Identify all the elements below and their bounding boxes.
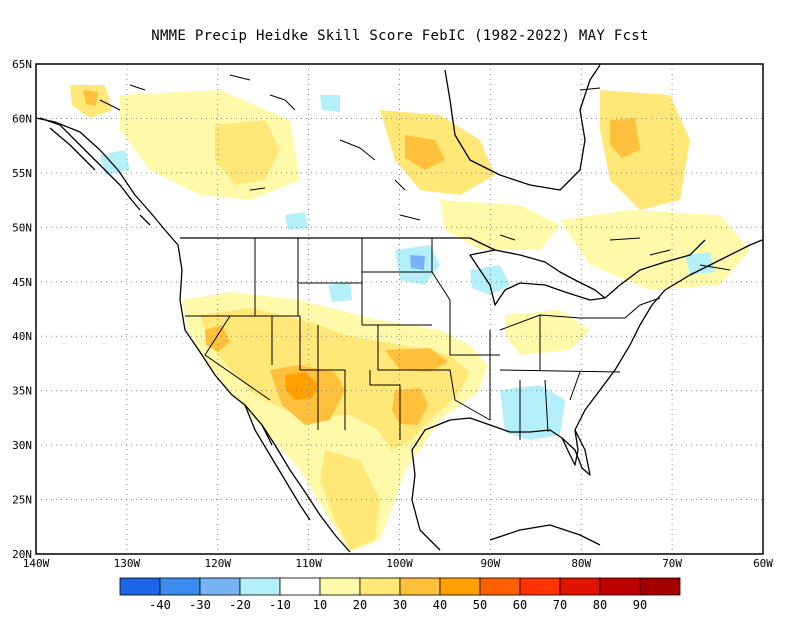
colorbar-label: 90 (633, 598, 647, 612)
colorbar-swatch (599, 577, 641, 596)
colorbar-swatch (239, 577, 281, 596)
colorbar-swatch (399, 577, 441, 596)
colorbar-swatch (279, 577, 321, 596)
colorbar: -40 -30 -20 -10 10 20 30 40 50 60 70 80 90 (119, 577, 681, 612)
shade-ohio (505, 310, 590, 355)
state-borders (185, 238, 661, 440)
shade-arizona-peak (285, 372, 318, 400)
gulf-coastline (411, 239, 763, 476)
lon-label: 100W (386, 557, 413, 570)
shade-alaska-peak (83, 90, 98, 106)
lon-label: 140W (23, 557, 50, 570)
colorbar-swatch (439, 577, 481, 596)
hudson-bay (444, 64, 601, 191)
shade-southeast-negative (500, 385, 565, 440)
alaska-panhandle (39, 117, 151, 226)
colorbar-swatch (359, 577, 401, 596)
lon-label: 80W (571, 557, 591, 570)
lon-label: 130W (114, 557, 141, 570)
canadian-lakes (99, 74, 731, 271)
lat-label: 20N (12, 548, 32, 561)
lon-label: 70W (662, 557, 682, 570)
shade-plains-mid (385, 348, 448, 372)
colorbar-swatch (519, 577, 561, 596)
lon-label: 120W (205, 557, 232, 570)
pacific-coastline (35, 117, 351, 553)
map-frame (35, 63, 764, 555)
shade-mexico (320, 450, 380, 550)
colorbar-label: -40 (149, 598, 171, 612)
lat-label: 50N (12, 221, 32, 234)
colorbar-swatch (119, 577, 161, 596)
shade-quebec (600, 90, 690, 210)
boundaries (35, 64, 763, 553)
colorbar-label: -30 (189, 598, 211, 612)
shade-labrador (560, 210, 750, 290)
colorbar-swatch (639, 577, 681, 596)
map-title: NMME Precip Heidke Skill Score FebIC (19… (151, 28, 649, 44)
great-lakes (469, 249, 606, 306)
shade-canada-bc-mid (215, 120, 280, 185)
colorbar-label: -10 (269, 598, 291, 612)
shade-hudson (440, 200, 560, 250)
shade-quebec-negative (685, 252, 715, 275)
latitude-labels: 65N 60N 55N 50N 45N 40N 35N 30N 25N 20N (12, 58, 32, 561)
colorbar-label: 60 (513, 598, 527, 612)
lat-label: 30N (12, 439, 32, 452)
colorbar-swatch (479, 577, 521, 596)
shade-dakotas-strong (410, 255, 425, 270)
lat-label: 65N (12, 58, 32, 71)
canada-us-border (180, 237, 706, 299)
colorbar-label: 70 (553, 598, 567, 612)
lat-label: 60N (12, 112, 32, 125)
colorbar-swatch (559, 577, 601, 596)
score-shading (70, 85, 750, 552)
lon-label: 90W (480, 557, 500, 570)
colorbar-label: -20 (229, 598, 251, 612)
mexico-coastline (411, 474, 601, 551)
baja-coastline (244, 404, 311, 521)
colorbar-label: 50 (473, 598, 487, 612)
lon-label: 60W (753, 557, 773, 570)
colorbar-swatch (159, 577, 201, 596)
shade-wyoming-negative (328, 283, 352, 302)
colorbar-label: 80 (593, 598, 607, 612)
colorbar-swatch (319, 577, 361, 596)
shade-bc-negative (100, 150, 130, 175)
colorbar-swatch (199, 577, 241, 596)
shade-quebec-high (610, 118, 640, 158)
shade-central-canada-high (405, 135, 445, 170)
colorbar-label: 10 (313, 598, 327, 612)
shade-texas-high (392, 388, 428, 425)
lat-label: 25N (12, 494, 32, 507)
florida (561, 429, 591, 476)
longitude-labels: 140W 130W 120W 110W 100W 90W 80W 70W 60W (23, 557, 774, 570)
colorbar-label: 20 (353, 598, 367, 612)
colorbar-label: 40 (433, 598, 447, 612)
shade-canada-negative-2 (320, 95, 340, 112)
colorbar-label: 30 (393, 598, 407, 612)
lat-label: 45N (12, 276, 32, 289)
lat-label: 40N (12, 330, 32, 343)
lat-label: 55N (12, 167, 32, 180)
shade-canada-negative-1 (285, 212, 308, 230)
lat-label: 35N (12, 385, 32, 398)
graticule (36, 64, 763, 554)
lon-label: 110W (295, 557, 322, 570)
